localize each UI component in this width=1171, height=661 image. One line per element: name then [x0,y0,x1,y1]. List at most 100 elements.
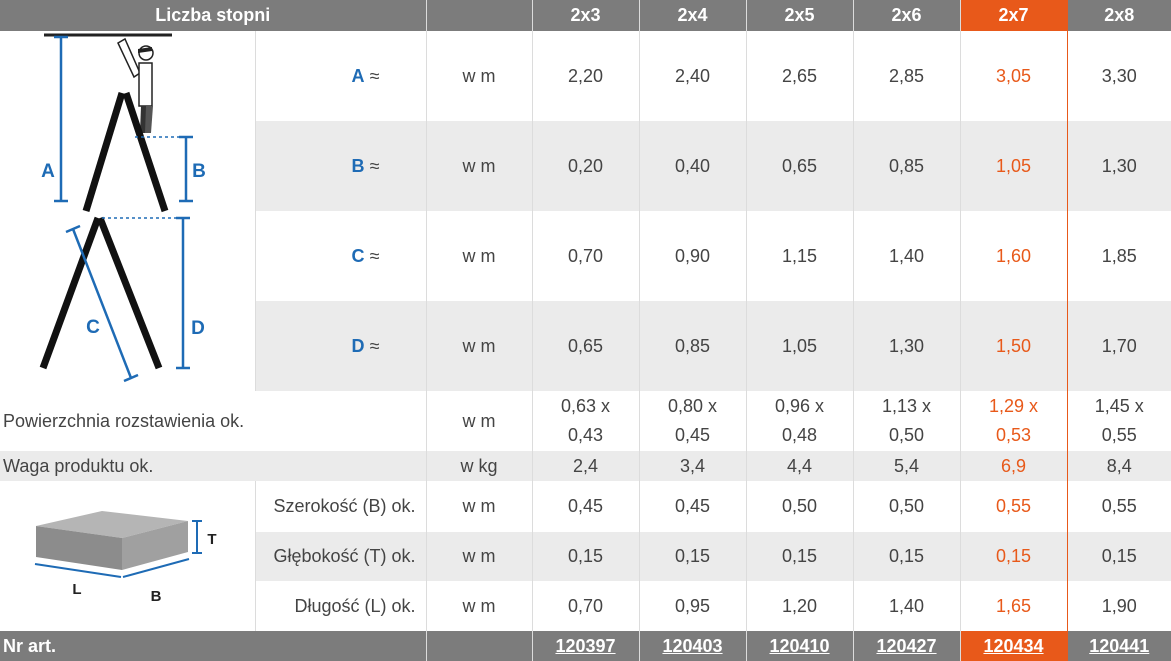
value-cell: 0,45 [532,481,640,532]
value-cell: 3,30 [1101,65,1137,86]
value-cell-highlighted: 1,65 [959,581,1068,631]
value-cell: 1,70 [1067,301,1171,391]
article-link[interactable]: 120410 [769,635,830,656]
article-cell: 120397 [532,631,640,661]
value-cell: 2,4 [532,451,640,481]
param-label: D ≈ [255,301,427,391]
value-cell: 2,40 [639,31,747,121]
value-cell-highlighted: 3,05 [959,31,1068,121]
svg-text:B: B [151,588,162,605]
article-cell: 120410 [746,631,854,661]
value-cell: 0,50 [746,481,854,532]
unit-cell: w m [426,121,533,211]
value-cell: 0,65 [746,121,854,211]
value-cell: 1,90 [1101,595,1137,616]
unit-cell: w m [426,31,533,121]
value-cell: 3,4 [639,451,747,481]
row-label: Waga produktu ok. [0,451,427,481]
value-cell: 0,70 [532,211,640,301]
row-waga: Waga produktu ok. w kg 2,4 3,4 4,4 5,4 6… [0,451,1171,481]
value-cell-highlighted: 0,55 [959,481,1068,532]
value-cell: 0,20 [532,121,640,211]
article-link[interactable]: 120441 [1089,635,1150,656]
value-cell-highlighted: 1,29 x 0,53 [959,391,1068,451]
article-link[interactable]: 120434 [983,635,1044,656]
unit-cell: w m [426,531,533,582]
svg-text:A: A [41,161,55,182]
row-szerokosc: T L B Szerokość (B) ok. w m 0,45 0,45 0,… [0,481,1171,631]
row-dlugosc: Długość (L) ok. w m 0,70 0,95 1,20 1,40 … [0,581,1171,631]
value-cell: 0,45 [639,481,747,532]
row-D: D ≈ w m 0,65 0,85 1,05 1,30 1,50 1,70 [0,301,1171,391]
article-cell: 120427 [853,631,961,661]
article-link[interactable]: 120427 [876,635,937,656]
footer-row: Nr art. 120397 120403 120410 120427 1204… [0,631,1171,661]
value-cell-highlighted: 1,05 [959,121,1068,211]
unit-cell: w m [426,211,533,301]
value-cell: 0,15 [746,531,854,582]
unit-cell: w kg [426,451,533,481]
article-cell: 120403 [639,631,747,661]
row-A: A B C D [0,31,1171,391]
ladder-diagram-icon: A B C D [39,33,206,383]
value-cell: 0,55 [1101,495,1137,516]
value-cell: 1,13 x 0,50 [853,391,961,451]
svg-text:D: D [191,318,205,339]
value-cell: 1,20 [746,581,854,631]
value-cell: 0,95 [639,581,747,631]
unit-cell: w m [426,391,533,451]
param-label: B ≈ [255,121,427,211]
row-powierzchnia: Powierzchnia rozstawienia ok. w m 0,63 x… [0,391,1171,451]
row-C: C ≈ w m 0,70 0,90 1,15 1,40 1,60 1,85 [0,211,1171,301]
value-cell: 1,45 x 0,55 [1094,396,1144,445]
value-cell: 0,90 [639,211,747,301]
article-link[interactable]: 120397 [555,635,616,656]
value-cell: 1,40 [853,211,961,301]
value-cell-highlighted: 1,50 [959,301,1068,391]
unit-cell: w m [426,481,533,532]
svg-text:T: T [207,531,216,548]
value-cell: 5,4 [853,451,961,481]
row-glebokosc: Głębokość (T) ok. w m 0,15 0,15 0,15 0,1… [0,531,1171,582]
value-cell: 0,15 [639,531,747,582]
value-cell-highlighted: 0,15 [959,531,1068,582]
value-cell-highlighted: 6,9 [959,451,1068,481]
col-header-highlighted: 2x7 [959,0,1068,31]
value-cell: 2,65 [746,31,854,121]
article-link[interactable]: 120403 [662,635,723,656]
package-box-icon: T L B [34,511,217,605]
param-label: A ≈ [255,31,427,121]
article-cell-highlighted: 120434 [959,631,1068,661]
value-cell: 4,4 [746,451,854,481]
row-label: Szerokość (B) ok. [255,481,427,532]
col-header: 2x8 [1067,0,1171,31]
value-cell: 0,85 [853,121,961,211]
svg-text:L: L [72,581,81,598]
value-cell: 0,80 x 0,45 [639,391,747,451]
value-cell: 0,15 [853,531,961,582]
svg-text:C: C [86,317,100,338]
svg-text:B: B [192,161,206,182]
package-diagram: T L B [0,481,256,631]
footer-label: Nr art. [0,631,427,661]
col-header: 2x3 [532,0,640,31]
footer-unit-blank [426,631,533,661]
value-cell: 0,65 [532,301,640,391]
header-row: Liczba stopni 2x3 2x4 2x5 2x6 2x7 2x8 [0,0,1171,31]
row-label: Powierzchnia rozstawienia ok. [0,391,427,451]
param-label: C ≈ [255,211,427,301]
value-cell: 1,40 [853,581,961,631]
value-cell: 0,50 [853,481,961,532]
header-unit-blank [426,0,533,31]
value-cell: 1,05 [746,301,854,391]
row-label: Głębokość (T) ok. [255,531,427,582]
value-cell: 2,20 [532,31,640,121]
value-cell: 0,15 [1067,531,1171,582]
value-cell-highlighted: 1,60 [959,211,1068,301]
article-cell: 120441 [1067,631,1171,661]
col-header: 2x6 [853,0,961,31]
value-cell: 0,96 x 0,48 [746,391,854,451]
value-cell: 0,63 x 0,43 [532,391,640,451]
unit-cell: w m [426,301,533,391]
